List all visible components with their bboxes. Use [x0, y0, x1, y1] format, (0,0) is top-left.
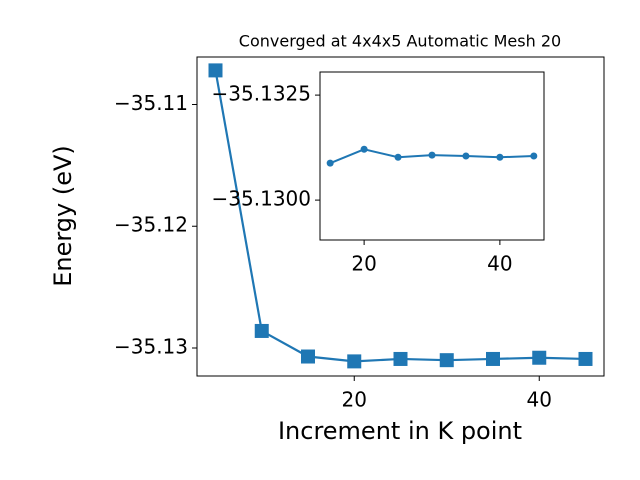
y-tick-label: −35.13: [114, 334, 188, 358]
marker: [532, 350, 547, 365]
marker: [462, 152, 470, 160]
chart-title: Converged at 4x4x5 Automatic Mesh 20: [239, 32, 561, 51]
y-tick-label: −35.11: [114, 91, 188, 115]
marker: [347, 354, 362, 369]
marker: [326, 159, 334, 167]
marker: [254, 323, 269, 338]
marker: [208, 63, 223, 78]
x-tick-label: 40: [487, 252, 512, 276]
marker: [301, 349, 315, 364]
x-tick-label: 40: [527, 388, 552, 412]
x-axis-label: Increment in K point: [278, 417, 522, 445]
x-tick-label: 20: [351, 252, 376, 276]
marker: [428, 151, 436, 159]
marker: [394, 153, 402, 161]
marker: [486, 351, 500, 366]
marker: [578, 351, 593, 366]
plot-frame: [196, 56, 605, 377]
y-tick-label: −35.1300: [212, 187, 311, 211]
plot-frame: [319, 71, 545, 241]
y-tick-label: −35.12: [114, 213, 188, 237]
marker: [360, 145, 368, 153]
marker: [496, 153, 504, 161]
marker: [393, 351, 408, 366]
y-axis-label: Energy (eV): [49, 145, 77, 287]
x-tick-label: 20: [342, 388, 367, 412]
y-tick-label: −35.1325: [212, 82, 311, 106]
marker: [439, 353, 454, 368]
marker: [530, 152, 538, 160]
